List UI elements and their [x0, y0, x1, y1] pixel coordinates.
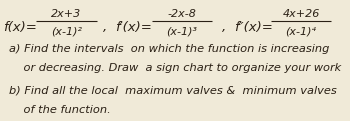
Text: 2x+3: 2x+3	[51, 9, 82, 19]
Text: f′(x)=: f′(x)=	[116, 21, 152, 34]
Text: of the function.: of the function.	[9, 105, 111, 114]
Text: b) Find all the local  maximum valves &  minimum valves: b) Find all the local maximum valves & m…	[9, 85, 336, 95]
Text: ,: ,	[103, 21, 107, 34]
Text: -2x-8: -2x-8	[168, 9, 196, 19]
Text: (x-1)³: (x-1)³	[167, 26, 197, 36]
Text: or decreasing. Draw  a sign chart to organize your work: or decreasing. Draw a sign chart to orga…	[9, 63, 341, 73]
Text: (x-1)²: (x-1)²	[51, 26, 82, 36]
Text: 4x+26: 4x+26	[282, 9, 320, 19]
Text: f(x)=: f(x)=	[4, 21, 37, 34]
Text: ,: ,	[222, 21, 226, 34]
Text: f″(x)=: f″(x)=	[234, 21, 273, 34]
Text: a) Find the intervals  on which the function is increasing: a) Find the intervals on which the funct…	[9, 44, 329, 54]
Text: (x-1)⁴: (x-1)⁴	[286, 26, 316, 36]
